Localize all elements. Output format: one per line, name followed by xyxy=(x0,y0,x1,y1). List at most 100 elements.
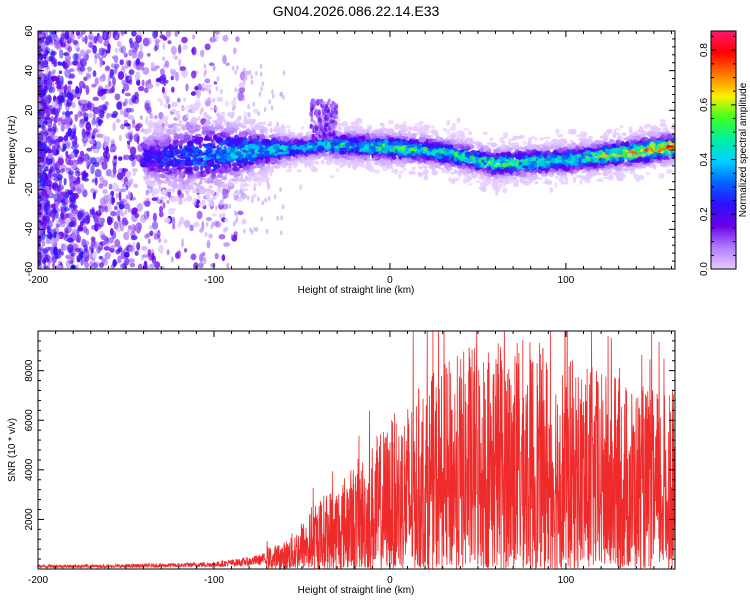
spectrogram-cell xyxy=(109,68,115,77)
spectrogram-cell xyxy=(52,211,57,221)
spectrogram-cell xyxy=(100,88,107,95)
spectrogram-cell xyxy=(147,238,151,244)
spectrogram-cell xyxy=(267,196,271,202)
spectrogram-cell xyxy=(387,119,394,125)
spectrogram-cell xyxy=(40,73,45,81)
spectrogram-cell xyxy=(252,101,255,107)
spectrogram-cell xyxy=(391,167,395,174)
spectrogram-cell xyxy=(127,60,132,67)
spectrogram-cell xyxy=(260,86,263,92)
spectrogram-cell xyxy=(253,183,257,189)
spectrogram-cell xyxy=(38,132,44,139)
spectrogram-cell xyxy=(66,101,72,107)
spectrogram-cell xyxy=(62,143,67,151)
spectrogram-cell xyxy=(619,124,624,129)
spectrogram-cell xyxy=(40,42,47,50)
spectrogram-cell xyxy=(666,168,673,175)
spectrogram-cell xyxy=(48,168,53,174)
spectrogram-cell xyxy=(263,107,267,112)
spectrogram-cell xyxy=(53,247,58,256)
spectrogram-cell xyxy=(543,136,551,139)
spectrogram-cell xyxy=(296,169,302,173)
spectrogram-cell xyxy=(257,122,263,125)
spectrogram-cell xyxy=(154,261,161,269)
spectrogram-cell xyxy=(56,84,63,90)
spectrogram-cell xyxy=(237,88,240,94)
spectrogram-cell xyxy=(214,220,219,227)
spectrogram-cell xyxy=(121,88,125,94)
spectrogram-cell xyxy=(272,93,275,99)
spectrogram-cell xyxy=(113,155,118,160)
spectrogram-cell xyxy=(222,212,225,218)
spectrogram-cell xyxy=(381,166,388,172)
spectrogram-cell xyxy=(74,43,81,53)
spectrogram-cell xyxy=(200,49,205,58)
spectrogram-cell xyxy=(54,98,59,104)
spectrogram-cell xyxy=(181,36,188,44)
spectrogram-cell xyxy=(85,128,92,136)
spectrogram-cell xyxy=(241,188,249,191)
spectrogram-cell xyxy=(90,188,96,193)
spectrogram-cell xyxy=(65,110,71,118)
spectrogram-cell xyxy=(81,135,88,144)
spectrogram-cell xyxy=(237,210,244,216)
spectrogram-cell xyxy=(58,248,61,254)
spectrogram-cell xyxy=(211,221,214,227)
spectrogram-cell xyxy=(555,128,560,135)
spectrogram-cell xyxy=(130,235,138,241)
spectrogram-cell xyxy=(74,53,78,62)
spectrogram-cell xyxy=(45,185,50,192)
spectrogram-cell xyxy=(219,213,222,219)
spectrogram-cell xyxy=(80,256,84,266)
spectrogram-cell xyxy=(47,80,53,87)
spectrogram-cell xyxy=(92,113,96,121)
spectrogram-cell xyxy=(79,151,84,156)
spectrogram-cell xyxy=(285,125,292,128)
spectrogram-cell xyxy=(171,71,177,78)
spectrogram-cell xyxy=(242,178,247,184)
spectrogram-cell xyxy=(43,47,51,54)
spectrogram-cell xyxy=(503,132,509,139)
spectrogram-cell xyxy=(270,105,274,111)
spectrogram-cell xyxy=(244,75,248,81)
spectrogram-cell xyxy=(44,116,51,121)
spectrogram-cell xyxy=(43,79,47,85)
spectrogram-cell xyxy=(193,262,199,269)
spectrogram-cell xyxy=(136,213,140,218)
spectrogram-cell xyxy=(83,240,90,246)
spectrogram-cell xyxy=(73,124,77,132)
spectrogram-cell xyxy=(136,31,143,38)
spectrogram-cell xyxy=(51,172,58,178)
spectrogram-cell xyxy=(166,200,170,204)
spectrogram-cell xyxy=(117,214,121,223)
spectrogram-cell xyxy=(127,190,131,200)
spectrogram-cell xyxy=(48,70,52,79)
spectrogram-cell xyxy=(259,63,263,69)
spectrogram-cell xyxy=(250,123,255,130)
spectrogram-cell xyxy=(225,62,230,67)
spectrogram-cell xyxy=(109,147,114,153)
spectrogram-cell xyxy=(215,86,219,92)
spectrogram-cell xyxy=(87,66,92,72)
spectrogram-cell xyxy=(98,208,102,217)
spectrogram-cell xyxy=(103,31,107,40)
spectrogram-cell xyxy=(78,86,83,95)
spectrogram-cell xyxy=(116,101,123,110)
spectrogram-cell xyxy=(158,111,164,120)
spectrogram-cell xyxy=(140,128,146,133)
spectrogram-cell xyxy=(130,224,137,233)
spectrogram-cell xyxy=(146,53,151,57)
spectrogram-cell xyxy=(213,81,218,85)
spectrogram-cell xyxy=(457,165,460,169)
spectrogram-cell xyxy=(43,119,48,124)
spectrogram-cell xyxy=(199,227,203,233)
spectrogram-cell xyxy=(45,179,53,186)
spectrogram-cell xyxy=(42,31,48,34)
spectrogram-cell xyxy=(46,148,53,154)
spectrogram-cell xyxy=(193,221,200,228)
spectrogram-cell xyxy=(243,67,246,73)
spectrogram-cell xyxy=(59,220,66,225)
spectrogram-cell xyxy=(142,67,150,75)
spectrogram-cell xyxy=(208,62,215,67)
